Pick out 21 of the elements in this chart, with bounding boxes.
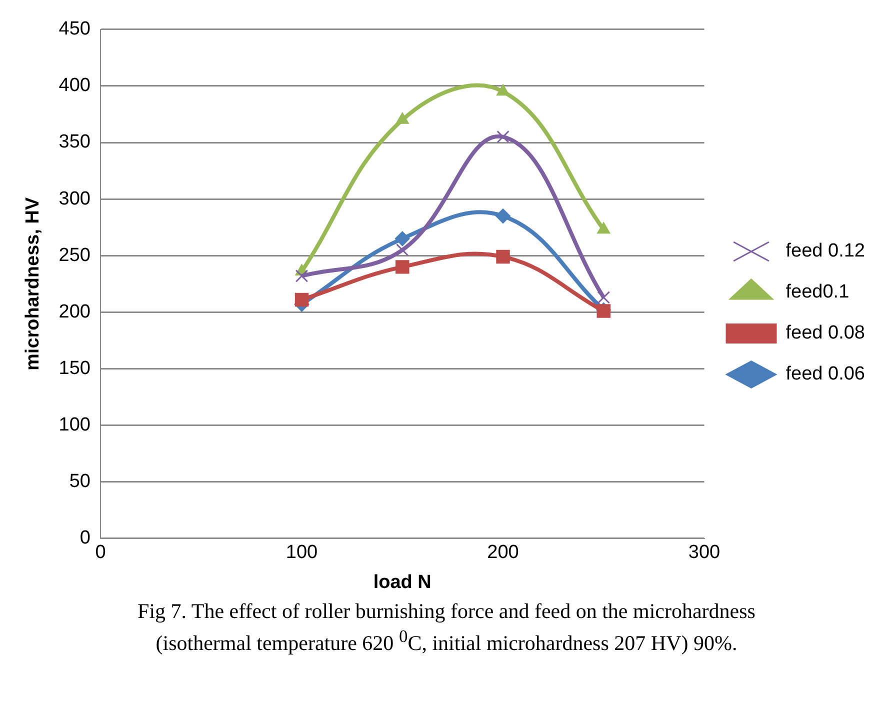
y-tick-label: 200 [58,301,90,322]
y-tick-label: 150 [58,358,90,379]
legend-label: feed0.1 [786,282,850,303]
y-tick-label: 0 [80,528,90,549]
caption: Fig 7. The effect of roller burnishing force and feed on the microhardness (isothermal temperature 620 $^{0}$C, initial microhardness 207 HV) 90%. [136,598,756,658]
x-tick-label: 200 [487,542,519,564]
y-tick-label: 100 [58,414,90,436]
y-tick-label: 400 [58,75,90,96]
y-tick-label: 300 [58,188,90,210]
y-tick-label: 350 [58,132,90,153]
y-tick-label: 250 [58,244,90,266]
x-tick-label: 300 [688,542,720,564]
legend-label: feed 0.08 [786,322,866,344]
y-tick-label: 50 [69,471,90,492]
y-tick-label: 450 [58,18,90,40]
x-tick-label: 100 [286,542,318,564]
x-tick-label: 0 [95,542,106,564]
legend-label: feed 0.06 [786,364,866,385]
legend-label: feed 0.12 [786,240,866,262]
y-axis-title: microhardness, HV [22,196,44,370]
x-axis-title: load N [373,572,432,593]
